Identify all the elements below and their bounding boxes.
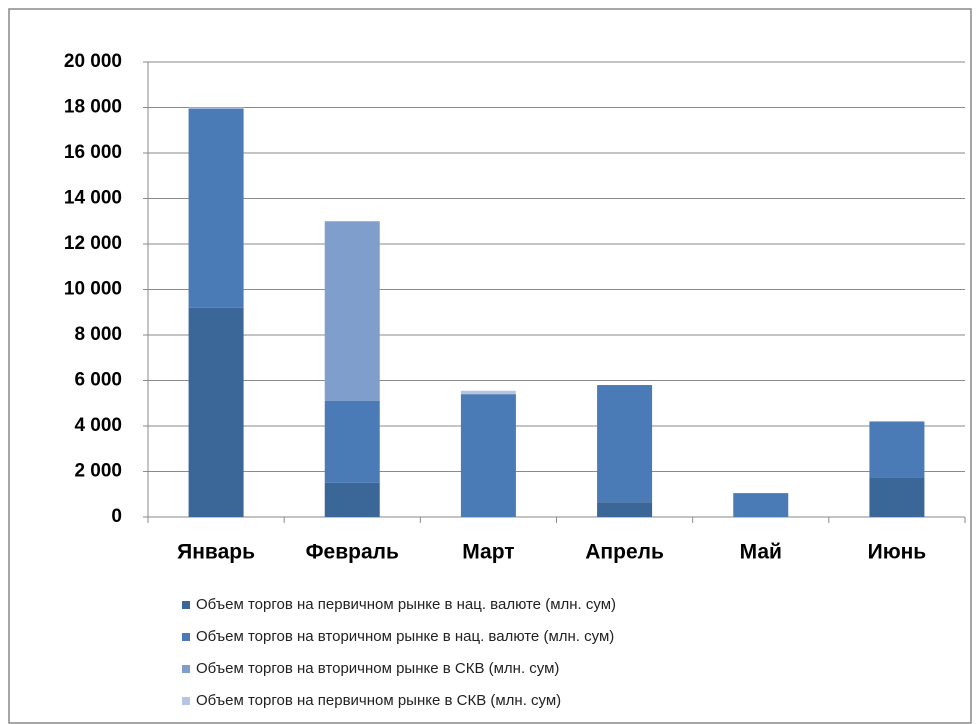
chart-border xyxy=(8,8,972,724)
y-tick-label: 12 000 xyxy=(64,233,122,254)
legend-label: Объем торгов на первичном рынке в нац. в… xyxy=(196,596,616,613)
y-tick-label: 2 000 xyxy=(74,461,122,482)
legend-label: Объем торгов на первичном рынке в СКВ (м… xyxy=(196,692,561,709)
y-tick-label: 10 000 xyxy=(64,279,122,300)
y-tick-label: 14 000 xyxy=(64,188,122,209)
x-tick-label: Февраль xyxy=(306,541,399,564)
legend-swatch xyxy=(182,633,190,641)
bar-segment xyxy=(869,477,925,517)
bar-segment xyxy=(597,502,653,517)
bar-segment xyxy=(460,390,516,395)
y-tick-label: 6 000 xyxy=(74,370,122,391)
bar-segment xyxy=(324,400,380,483)
legend-label: Объем торгов на вторичном рынке в нац. в… xyxy=(196,628,614,645)
y-tick-label: 8 000 xyxy=(74,324,122,345)
bar-segment xyxy=(324,482,380,517)
bar-segment xyxy=(597,385,653,503)
x-tick-label: Март xyxy=(462,541,514,564)
y-tick-label: 18 000 xyxy=(64,97,122,118)
x-tick-label: Май xyxy=(740,541,782,564)
y-tick-label: 0 xyxy=(111,506,122,527)
bar-segment xyxy=(188,108,244,308)
bar-segment xyxy=(324,221,380,401)
bar-segment xyxy=(869,421,925,478)
x-tick-label: Июнь xyxy=(868,541,927,564)
x-tick-label: Январь xyxy=(177,541,255,564)
y-tick-label: 16 000 xyxy=(64,142,122,163)
bar-segment xyxy=(733,493,789,517)
y-tick-label: 4 000 xyxy=(74,415,122,436)
bar-segment xyxy=(188,107,244,109)
bar-segment xyxy=(188,307,244,517)
legend-swatch xyxy=(182,665,190,673)
bar-segment xyxy=(460,394,516,517)
legend-swatch xyxy=(182,601,190,609)
legend-swatch xyxy=(182,697,190,705)
legend-label: Объем торгов на вторичном рынке в СКВ (м… xyxy=(196,660,559,677)
y-tick-label: 20 000 xyxy=(64,51,122,72)
x-tick-label: Апрель xyxy=(585,541,664,564)
